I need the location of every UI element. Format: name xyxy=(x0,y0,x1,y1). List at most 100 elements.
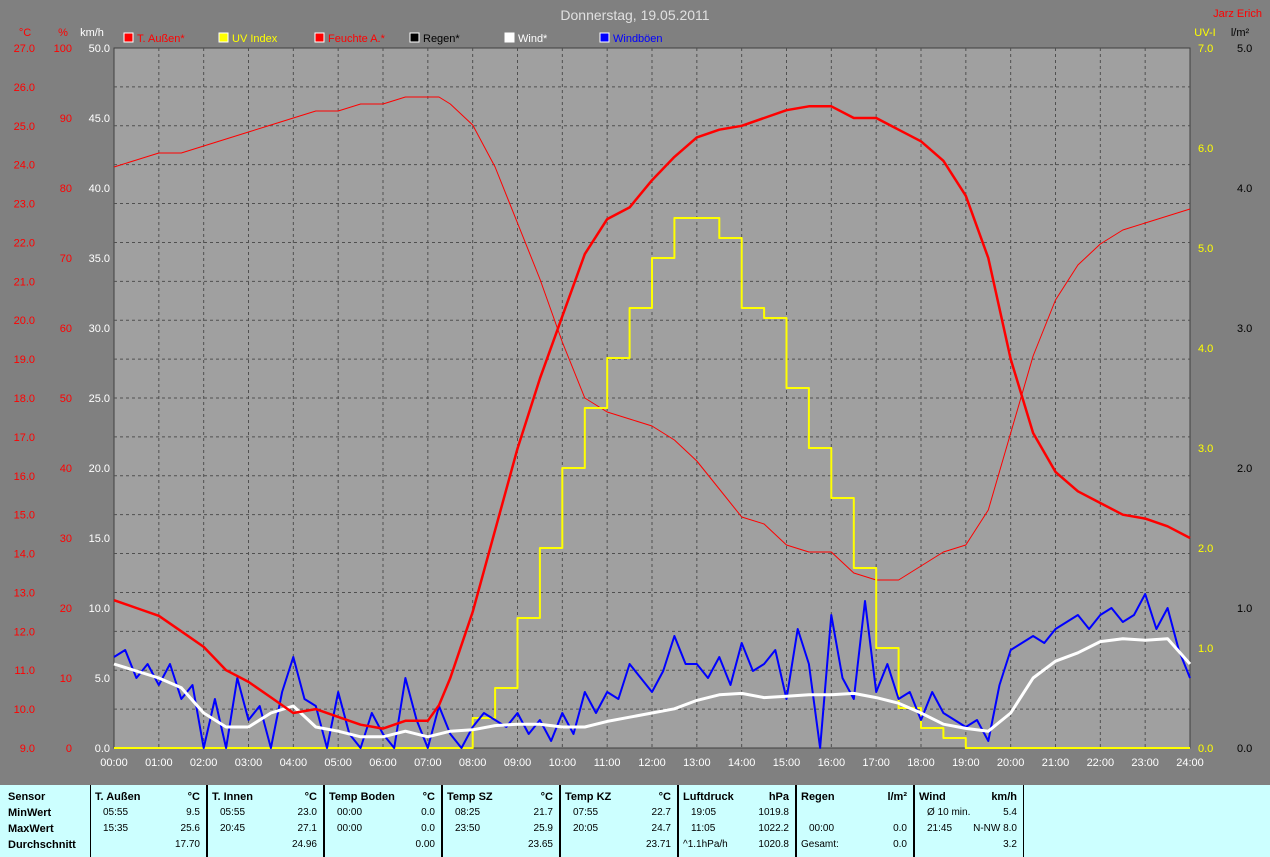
stat-block-t-au-en: T. Außen °C 05:55 9.5 15:35 25.6 17.70 xyxy=(90,785,207,857)
chart-title: Donnerstag, 19.05.2011 xyxy=(560,7,709,23)
time-tick-label: 17:00 xyxy=(862,757,890,769)
average-value: 3.2 xyxy=(1003,839,1017,850)
legend: T. Außen* UV Index Feuchte A.* Regen* Wind* W… xyxy=(123,32,663,45)
temp-axis-tick-label: 10.0 xyxy=(14,704,35,716)
average-label: Gesamt: xyxy=(801,839,839,850)
time-tick-label: 10:00 xyxy=(549,757,577,769)
temp-axis-tick-label: 18.0 xyxy=(14,393,35,405)
legend-swatch xyxy=(123,32,134,43)
legend-item: Wind* xyxy=(504,32,548,45)
legend-label: Feuchte A.* xyxy=(328,33,386,45)
time-tick-label: 00:00 xyxy=(100,757,128,769)
stat-block-temp-sz: Temp SZ °C 08:25 21.7 23:50 25.9 23.65 xyxy=(442,785,560,857)
rain-axis-tick-label: 2.0 xyxy=(1237,463,1252,475)
max-value: 27.1 xyxy=(297,823,317,834)
min-value: 9.5 xyxy=(186,807,200,818)
stat-unit: hPa xyxy=(768,791,789,803)
temp-axis-tick-label: 22.0 xyxy=(14,237,35,249)
legend-item: Feuchte A.* xyxy=(314,32,386,45)
min-time: 07:55 xyxy=(573,807,599,818)
stat-header: Temp Boden xyxy=(329,791,395,803)
time-tick-label: 13:00 xyxy=(683,757,711,769)
series-line-windböen xyxy=(113,593,1191,749)
humidity-axis-tick-label: 20 xyxy=(60,603,72,615)
humidity-axis-tick-label: 50 xyxy=(60,393,72,405)
uv-axis-tick-label: 6.0 xyxy=(1198,143,1213,155)
humidity-axis-tick-label: 80 xyxy=(60,183,72,195)
max-time: 21:45 xyxy=(927,823,953,834)
min-time: 19:05 xyxy=(691,807,717,818)
axis-labels: 27.0 26.0 25.0 24.0 23.0 22.0 21.0 20.0 19.0 18.0… xyxy=(14,27,1253,769)
time-tick-label: 22:00 xyxy=(1087,757,1115,769)
stat-unit: km/h xyxy=(991,791,1017,803)
series-line-t-au-en xyxy=(113,105,1191,730)
legend-swatch xyxy=(409,32,420,43)
humidity-axis-tick-label: 100 xyxy=(54,43,72,55)
temp-axis-tick-label: 11.0 xyxy=(14,665,35,677)
time-tick-label: 06:00 xyxy=(369,757,397,769)
chart-area: Donnerstag, 19.05.2011 Jarz Erich T. Auß… xyxy=(14,7,1262,769)
temp-axis-tick-label: 16.0 xyxy=(14,471,35,483)
legend-swatch xyxy=(504,32,515,43)
temp-axis-tick-label: 21.0 xyxy=(14,276,35,288)
max-time: 00:00 xyxy=(337,823,363,834)
time-tick-label: 04:00 xyxy=(280,757,308,769)
rain-axis-unit: l/m² xyxy=(1231,27,1250,39)
average-label: ^1.1hPa/h xyxy=(683,839,728,850)
wind-axis-tick-label: 20.0 xyxy=(89,463,110,475)
time-tick-label: 23:00 xyxy=(1131,757,1159,769)
temp-axis-tick-label: 15.0 xyxy=(14,510,35,522)
wind-axis-tick-label: 45.0 xyxy=(89,113,110,125)
min-value: 23.0 xyxy=(297,807,317,818)
wind-axis-tick-label: 0.0 xyxy=(95,743,110,755)
legend-item: T. Außen* xyxy=(123,32,185,45)
sensor-row-label: Durchschnitt xyxy=(8,839,76,851)
rain-axis-tick-label: 0.0 xyxy=(1237,743,1252,755)
legend-label: T. Außen* xyxy=(137,33,185,45)
humidity-axis-tick-label: 0 xyxy=(66,743,72,755)
uv-axis-tick-label: 2.0 xyxy=(1198,543,1213,555)
rain-axis-tick-label: 1.0 xyxy=(1237,603,1252,615)
max-time: 11:05 xyxy=(691,823,716,834)
grid xyxy=(114,48,1190,748)
legend-swatch xyxy=(314,32,325,43)
temp-axis-tick-label: 23.0 xyxy=(14,199,35,211)
stat-unit: °C xyxy=(304,791,317,803)
max-time: 23:50 xyxy=(455,823,481,834)
legend-label: Windböen xyxy=(613,33,663,45)
max-value: 24.7 xyxy=(651,823,671,834)
time-tick-label: 19:00 xyxy=(952,757,980,769)
temp-axis-unit: °C xyxy=(19,27,31,39)
wind-axis-tick-label: 40.0 xyxy=(89,183,110,195)
stat-unit: °C xyxy=(540,791,553,803)
temp-axis-tick-label: 26.0 xyxy=(14,82,35,94)
stat-unit: °C xyxy=(658,791,671,803)
stat-block-temp-boden: Temp Boden °C 00:00 0.0 00:00 0.0 0.00 xyxy=(324,785,442,857)
min-time: 05:55 xyxy=(220,807,246,818)
temp-axis-tick-label: 27.0 xyxy=(14,43,35,55)
time-tick-label: 16:00 xyxy=(818,757,846,769)
legend-item: UV Index xyxy=(218,32,278,45)
humidity-axis-tick-label: 70 xyxy=(60,253,72,265)
temp-axis-tick-label: 20.0 xyxy=(14,315,35,327)
stat-header: T. Innen xyxy=(212,791,253,803)
stat-header: Regen xyxy=(801,791,835,803)
min-time: 08:25 xyxy=(455,807,481,818)
stat-header: Luftdruck xyxy=(683,791,734,803)
uv-axis-tick-label: 0.0 xyxy=(1198,743,1213,755)
time-tick-label: 01:00 xyxy=(145,757,173,769)
time-tick-label: 18:00 xyxy=(907,757,935,769)
time-tick-label: 15:00 xyxy=(773,757,801,769)
stat-block-wind: Wind km/h Ø 10 min. 5.4 21:45 N-NW 8.0 3.2 xyxy=(914,785,1024,857)
sensor-row-label: MaxWert xyxy=(8,823,54,835)
series-line-feuchte-a xyxy=(113,96,1191,581)
time-tick-label: 08:00 xyxy=(459,757,487,769)
temp-axis-tick-label: 9.0 xyxy=(20,743,35,755)
min-time: 00:00 xyxy=(337,807,363,818)
legend-label: Regen* xyxy=(423,33,460,45)
temp-axis-tick-label: 25.0 xyxy=(14,121,35,133)
average-value: 0.00 xyxy=(415,839,435,850)
series-layer xyxy=(113,96,1192,749)
time-tick-label: 03:00 xyxy=(235,757,263,769)
max-time: 15:35 xyxy=(103,823,129,834)
